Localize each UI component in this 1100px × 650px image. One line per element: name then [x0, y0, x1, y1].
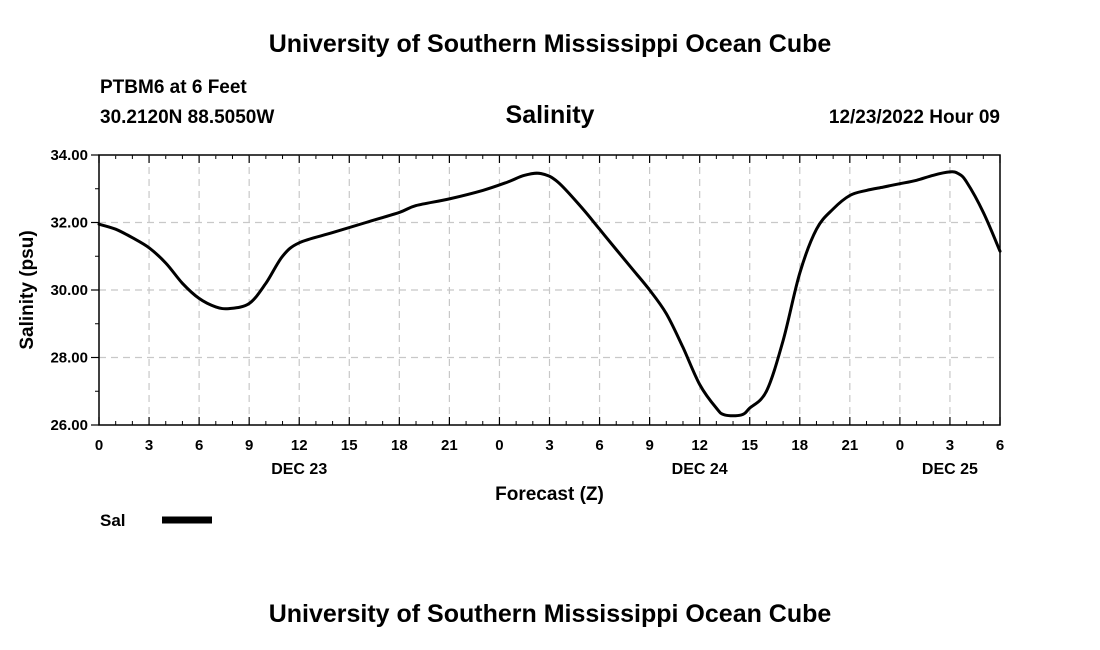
- y-tick-label: 30.00: [50, 282, 88, 299]
- y-tick-label: 28.00: [50, 350, 88, 367]
- date-label: DEC 24: [672, 461, 728, 478]
- chart-title: Salinity: [505, 101, 595, 129]
- plot-frame: [98, 154, 1001, 426]
- date-label: DEC 23: [271, 461, 327, 478]
- series-group: [97, 170, 1002, 418]
- x-tick-label: 9: [245, 437, 253, 454]
- page-title: University of Southern Mississippi Ocean…: [268, 30, 832, 58]
- axis-labels: 0 3 6 9 12 15 18 21 0 3 6 9 12 15 18 21 0 3 6 26.00 28.00 30.…: [50, 147, 1004, 478]
- grid: [99, 155, 1000, 425]
- footer-title: University of Southern Mississippi Ocean…: [268, 600, 832, 628]
- y-tick-label: 32.00: [50, 215, 88, 232]
- location-label: 30.2120N 88.5050W: [100, 107, 275, 128]
- x-tick-label: 0: [896, 437, 904, 454]
- x-tick-label: 3: [545, 437, 553, 454]
- x-tick-label: 12: [291, 437, 308, 454]
- date-label: DEC 25: [922, 461, 978, 478]
- x-tick-label: 6: [195, 437, 203, 454]
- x-tick-label: 6: [595, 437, 603, 454]
- x-tick-label: 15: [741, 437, 758, 454]
- series-line-sal: [97, 170, 1002, 418]
- datetime-label: 12/23/2022 Hour 09: [828, 107, 1000, 128]
- y-axis-label: Salinity (psu): [17, 230, 38, 349]
- x-tick-label: 9: [645, 437, 653, 454]
- x-tick-label: 6: [996, 437, 1004, 454]
- x-tick-label: 18: [791, 437, 808, 454]
- station-label: PTBM6 at 6 Feet: [100, 77, 247, 98]
- y-tick-label: 34.00: [50, 147, 88, 164]
- x-tick-label: 0: [95, 437, 103, 454]
- x-tick-label: 12: [691, 437, 708, 454]
- x-tick-label: 3: [145, 437, 153, 454]
- legend-label: Sal: [100, 511, 126, 530]
- x-tick-label: 0: [495, 437, 503, 454]
- x-tick-label: 21: [841, 437, 858, 454]
- x-tick-label: 21: [441, 437, 458, 454]
- x-tick-label: 3: [946, 437, 954, 454]
- x-axis-label: Forecast (Z): [495, 484, 604, 505]
- y-tick-label: 26.00: [50, 417, 88, 434]
- x-tick-label: 15: [341, 437, 358, 454]
- x-tick-label: 18: [391, 437, 408, 454]
